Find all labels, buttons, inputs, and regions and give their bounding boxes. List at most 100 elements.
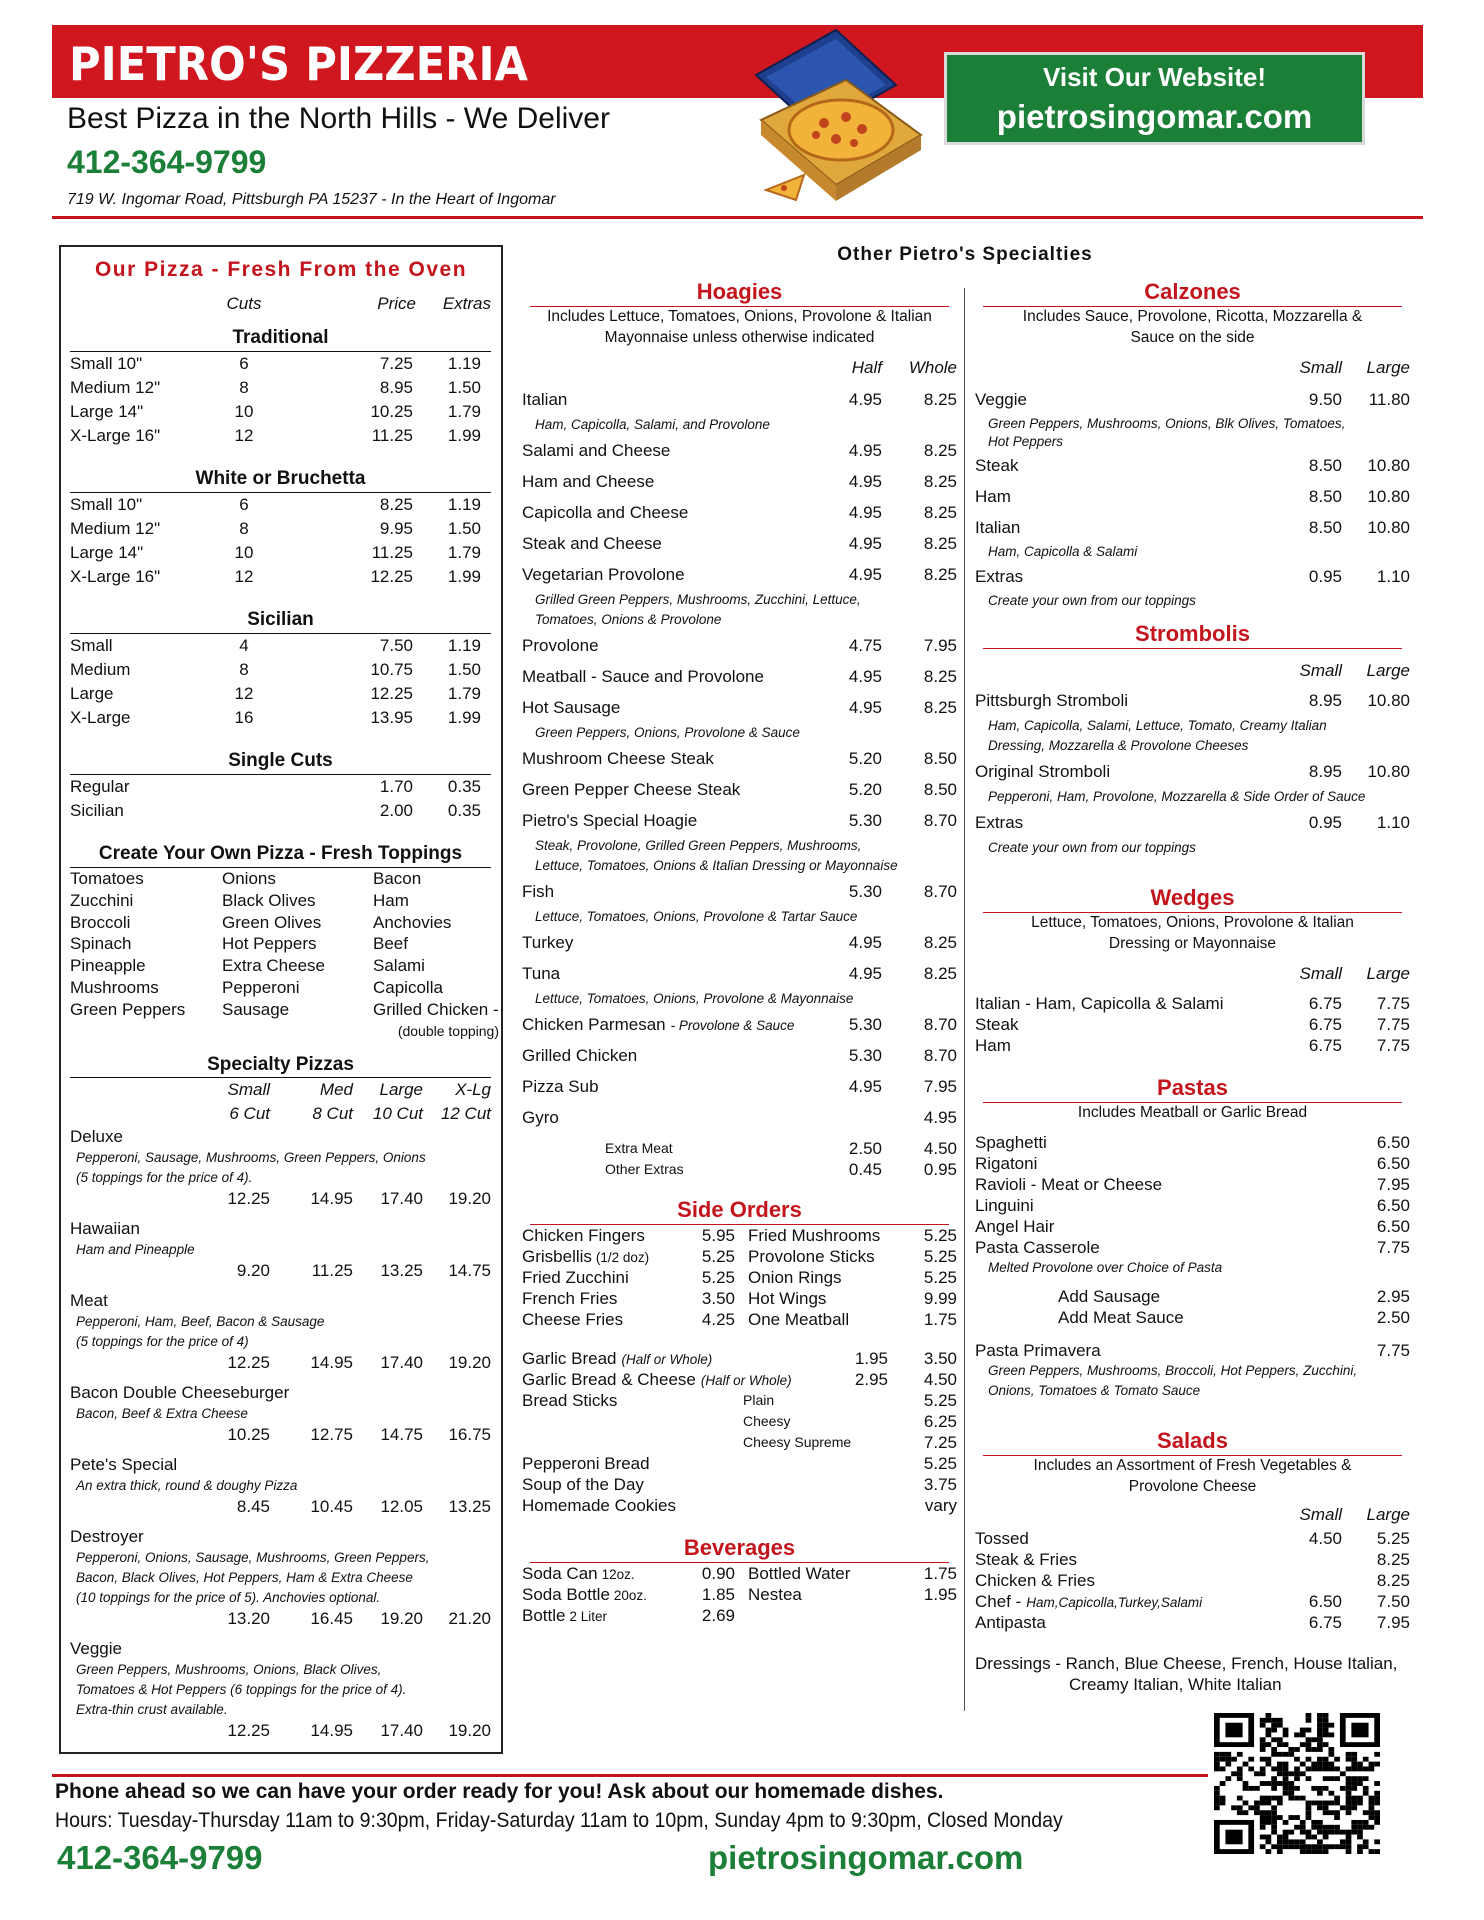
qr-module bbox=[1242, 1785, 1249, 1791]
item-name-text: Angel Hair bbox=[975, 1216, 1055, 1236]
pizza-price: 9.95 bbox=[379, 519, 413, 538]
qr-module bbox=[1265, 1756, 1272, 1762]
pizza-extra-price: 0.35 bbox=[447, 777, 481, 796]
item-name-text: Hot Sausage bbox=[522, 698, 621, 717]
menu-row: 10.25 12.75 14.75 16.75 bbox=[70, 1424, 491, 1446]
pizza-cuts: 8 bbox=[239, 378, 249, 397]
pizza-price: 13.95 bbox=[370, 708, 413, 727]
qr-module bbox=[1259, 1756, 1266, 1762]
menu-row: Extras 0.95 1.10 bbox=[975, 561, 1410, 592]
pizza-cuts: 10 bbox=[234, 543, 254, 562]
item-price: 19.20 bbox=[380, 1608, 423, 1628]
pizza-size: Medium bbox=[70, 660, 131, 679]
pizza-price: 1.70 bbox=[379, 777, 413, 796]
item-price: 4.95 bbox=[848, 503, 882, 522]
qr-module bbox=[1282, 1727, 1289, 1733]
item-name-text: Steak and Cheese bbox=[522, 534, 662, 553]
qr-module bbox=[1214, 1756, 1220, 1762]
topping: Hot Peppers bbox=[222, 934, 317, 954]
qr-module bbox=[1214, 1790, 1220, 1796]
item-name-text: Gyro bbox=[522, 1108, 559, 1127]
item-name-text: Fish bbox=[522, 882, 555, 901]
qr-module bbox=[1219, 1766, 1226, 1772]
item-description: Pepperoni, Ham, Beef, Bacon & Sausage bbox=[76, 1313, 325, 1329]
item-description: Ham, Capicolla, Salami, and Provolone bbox=[535, 417, 770, 432]
qr-module bbox=[1299, 1844, 1306, 1850]
qr-module bbox=[1357, 1800, 1363, 1806]
item-price: 8.25 bbox=[1376, 1571, 1410, 1590]
item-description: Lettuce, Tomatoes, Onions, Provolone & T… bbox=[535, 909, 858, 924]
restaurant-name: PIETRO'S PIZZERIA bbox=[69, 37, 528, 91]
toppings: Create Your Own Pizza - Fresh Toppings To… bbox=[70, 837, 499, 1041]
item-price: 4.50 bbox=[923, 1370, 957, 1389]
qr-module bbox=[1259, 1766, 1266, 1772]
qr-module bbox=[1288, 1815, 1295, 1820]
menu-row: Small 4 7.50 1.19 bbox=[70, 634, 491, 658]
qr-module bbox=[1322, 1824, 1329, 1830]
item-description: (10 toppings for the price of 5). Anchov… bbox=[76, 1589, 381, 1605]
item-name-text: Provolone bbox=[522, 636, 599, 655]
qr-module bbox=[1265, 1849, 1272, 1854]
menu-row: 12.25 14.95 17.40 19.20 bbox=[70, 1188, 491, 1210]
menu-row: Large 14" 10 11.25 1.79 bbox=[70, 541, 491, 565]
item-name: Steak & Fries bbox=[975, 1549, 1077, 1570]
qr-module bbox=[1351, 1766, 1358, 1772]
pizza-price: 2.00 bbox=[379, 801, 413, 820]
qr-module bbox=[1334, 1795, 1340, 1801]
column-label: Extras bbox=[442, 294, 491, 313]
item-name: Rigatoni bbox=[975, 1153, 1037, 1174]
qr-module bbox=[1259, 1810, 1266, 1816]
qr-module bbox=[1328, 1751, 1335, 1757]
menu-row: Provolone 4.75 7.95 bbox=[522, 630, 957, 661]
item-description: Hot Peppers bbox=[988, 433, 1064, 449]
menu-row: Gyro 4.95 bbox=[522, 1102, 957, 1133]
qr-module bbox=[1288, 1747, 1295, 1752]
item-price: 5.25 bbox=[923, 1454, 957, 1473]
pizza-size: Large bbox=[70, 684, 114, 703]
website-button-label[interactable]: Visit Our Website! bbox=[1043, 62, 1266, 92]
section-note: Sauce on the side bbox=[1130, 328, 1255, 346]
qr-module bbox=[1294, 1839, 1300, 1845]
item-name: Veggie bbox=[975, 384, 1027, 415]
qr-module bbox=[1317, 1722, 1323, 1728]
item-name: Chicken Fingers bbox=[522, 1225, 645, 1246]
address: 719 W. Ingomar Road, Pittsburgh PA 15237… bbox=[67, 191, 556, 208]
footer-note: Phone ahead so we can have your order re… bbox=[55, 1780, 944, 1803]
pizza-size: Small bbox=[70, 636, 113, 655]
specialty-pizzas: Specialty Pizzas Small Med Large X-Lg 6 Cut 8 … bbox=[70, 1049, 491, 1750]
item-price: 10.80 bbox=[1367, 518, 1410, 537]
footer-website[interactable]: pietrosingomar.com bbox=[708, 1839, 1024, 1876]
website-button-url[interactable]: pietrosingomar.com bbox=[996, 98, 1313, 135]
qr-module bbox=[1288, 1795, 1295, 1801]
item-price: 4.95 bbox=[923, 1108, 957, 1127]
qr-module bbox=[1271, 1795, 1277, 1801]
item-name: Nestea bbox=[748, 1584, 802, 1605]
pizza-section: Sicilian Small 4 7.50 1.19 Medium 8 10.75 1.50 La… bbox=[70, 603, 491, 730]
item-name: Chef - Ham,Capicolla,Turkey,Salami bbox=[975, 1591, 1202, 1613]
qr-module bbox=[1334, 1815, 1340, 1820]
qr-code[interactable] bbox=[1214, 1713, 1380, 1854]
item-price: 8.70 bbox=[923, 1015, 957, 1034]
website-button[interactable]: Visit Our Website! pietrosingomar.com bbox=[944, 52, 1365, 145]
item-price: 8.25 bbox=[923, 565, 957, 584]
qr-module bbox=[1259, 1747, 1266, 1752]
footer-hours: Hours: Tuesday-Thursday 11am to 9:30pm, … bbox=[55, 1809, 1063, 1832]
qr-module bbox=[1276, 1839, 1283, 1845]
item-name: Steak and Cheese bbox=[522, 528, 662, 559]
qr-module bbox=[1334, 1844, 1340, 1850]
topping: Pineapple bbox=[70, 956, 146, 976]
menu-row: Pasta Casserole 7.75 bbox=[975, 1237, 1410, 1258]
qr-module bbox=[1357, 1776, 1363, 1782]
section-note: Includes an Assortment of Fresh Vegetabl… bbox=[1033, 1457, 1352, 1474]
menu-row: Extra Meat 2.50 4.50 bbox=[522, 1138, 957, 1159]
item-price: 19.20 bbox=[448, 1352, 491, 1372]
pizza-extra-price: 1.19 bbox=[447, 495, 481, 514]
menu-row: Steak 8.50 10.80 bbox=[975, 450, 1410, 481]
qr-module bbox=[1299, 1761, 1306, 1767]
item-price: 10.80 bbox=[1367, 487, 1410, 506]
qr-module bbox=[1351, 1756, 1358, 1762]
qr-module bbox=[1276, 1800, 1283, 1806]
qr-module bbox=[1299, 1727, 1306, 1733]
menu-row: Tuna 4.95 8.25 bbox=[522, 958, 957, 989]
item-price: 1.10 bbox=[1376, 566, 1410, 586]
